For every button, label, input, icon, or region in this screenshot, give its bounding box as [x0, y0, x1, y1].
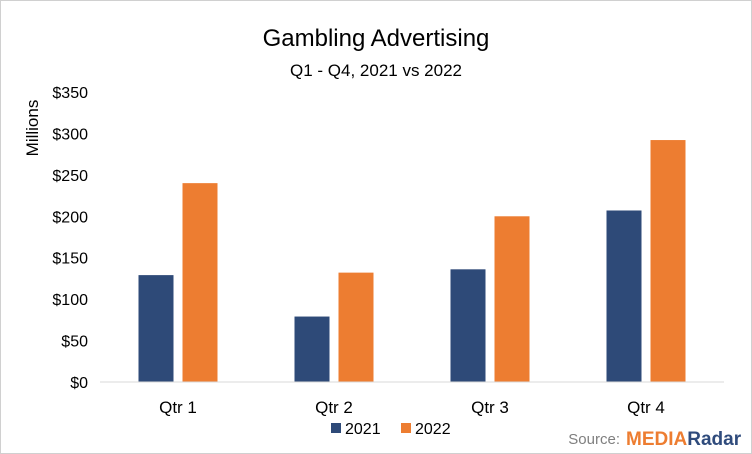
brand-part-radar: Radar	[687, 429, 741, 450]
bar-2021-qtr-3	[450, 269, 486, 382]
x-tick-label: Qtr 1	[159, 398, 197, 417]
y-tick-label: $300	[52, 126, 88, 143]
legend: 2021 2022	[331, 421, 451, 438]
bar-2021-qtr-1	[138, 275, 174, 382]
x-tick-label: Qtr 2	[315, 398, 353, 417]
y-tick-label: $200	[52, 209, 88, 226]
source-label: Source:	[568, 431, 620, 448]
x-tick-label: Qtr 4	[627, 398, 665, 417]
bar-2022-qtr-3	[494, 216, 530, 382]
legend-swatch-2021	[331, 423, 341, 433]
bar-2021-qtr-2	[294, 316, 330, 382]
bars	[138, 140, 686, 382]
chart-title: Gambling Advertising	[263, 25, 490, 52]
y-tick-label: $150	[52, 251, 88, 268]
y-tick-label: $100	[52, 292, 88, 309]
legend-label-2021: 2021	[345, 421, 381, 438]
source-brand: MEDIARadar	[626, 429, 742, 450]
source-credit: Source: MEDIARadar	[568, 429, 741, 450]
bar-2021-qtr-4	[606, 210, 642, 382]
chart-subtitle: Q1 - Q4, 2021 vs 2022	[290, 61, 462, 80]
bar-2022-qtr-4	[650, 140, 686, 382]
y-axis-label: Millions	[23, 100, 42, 157]
y-axis-ticks: $0 $50 $100 $150 $200 $250 $300 $350	[52, 85, 88, 392]
y-tick-label: $250	[52, 168, 88, 185]
legend-label-2022: 2022	[415, 421, 451, 438]
bar-2022-qtr-2	[338, 272, 374, 382]
brand-part-media: MEDIA	[626, 429, 688, 450]
y-tick-label: $0	[70, 375, 88, 392]
x-axis-ticks: Qtr 1 Qtr 2 Qtr 3 Qtr 4	[159, 398, 665, 417]
legend-swatch-2022	[401, 423, 411, 433]
bar-2022-qtr-1	[182, 183, 218, 382]
x-tick-label: Qtr 3	[471, 398, 509, 417]
y-tick-label: $350	[52, 85, 88, 102]
y-tick-label: $50	[61, 334, 88, 351]
